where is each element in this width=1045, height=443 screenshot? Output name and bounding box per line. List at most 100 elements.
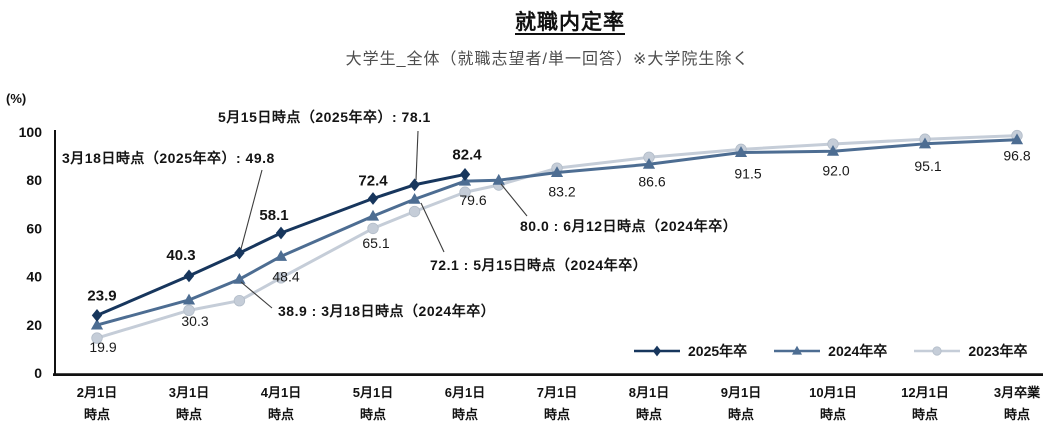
legend-item-2024年卒: 2024年卒 xyxy=(773,341,887,361)
point-label: 40.3 xyxy=(166,247,195,264)
x-tick-label: 10月1日 xyxy=(809,385,857,400)
y-tick-label: 0 xyxy=(34,365,42,381)
point-label: 82.4 xyxy=(452,146,482,163)
marker-triangle-icon xyxy=(90,318,104,330)
x-tick-label: 3月1日 xyxy=(169,385,209,400)
marker-triangle-icon xyxy=(492,173,505,185)
series-line-2025年卒 xyxy=(95,172,467,317)
legend-marker-circle-icon xyxy=(932,346,942,356)
series-line-2024年卒 xyxy=(95,138,1019,327)
x-tick-label: 時点 xyxy=(544,407,570,422)
point-label: 65.1 xyxy=(362,235,389,251)
page-title: 就職内定率 xyxy=(515,11,625,34)
legend: 2025年卒 2024年卒 2023年卒 xyxy=(633,341,1027,361)
legend-label: 2024年卒 xyxy=(828,343,888,359)
point-label: 95.1 xyxy=(914,158,941,174)
marker-diamond-icon xyxy=(91,309,103,322)
legend-marker-triangle-icon xyxy=(792,345,803,355)
marker-triangle-icon xyxy=(734,146,748,157)
chart-subtitle: 大学生_全体（就職志望者/単一回答）※大学院生除く xyxy=(345,51,750,68)
marker-diamond-icon xyxy=(234,246,245,260)
point-label: 83.2 xyxy=(548,183,575,199)
x-tick-label: 7月1日 xyxy=(537,385,577,400)
x-tick-label: 時点 xyxy=(912,407,938,422)
annotation-label: 38.9 : 3月18日時点（2024年卒） xyxy=(278,303,495,319)
x-tick-label: 時点 xyxy=(1004,407,1030,422)
x-tick-label: 2月1日 xyxy=(77,385,117,400)
marker-circle-icon xyxy=(233,295,246,307)
marker-triangle-icon xyxy=(918,137,932,149)
annotation-label: 3月18日時点（2025年卒）: 49.8 xyxy=(62,150,275,166)
annotation-label: 5月15日時点（2025年卒）: 78.1 xyxy=(218,109,431,125)
point-label: 58.1 xyxy=(259,207,288,224)
annotation-connector xyxy=(240,169,263,250)
marker-triangle-icon xyxy=(233,272,246,284)
marker-triangle-icon xyxy=(550,166,564,177)
marker-triangle-icon xyxy=(1010,133,1024,145)
marker-circle-icon xyxy=(459,186,471,198)
legend-marker-diamond-icon xyxy=(652,345,662,357)
marker-triangle-icon xyxy=(366,209,380,221)
x-tick-label: 時点 xyxy=(176,407,202,422)
x-tick-label: 5月1日 xyxy=(353,385,393,400)
y-tick-label: 100 xyxy=(19,124,43,140)
legend-label: 2023年卒 xyxy=(968,343,1028,359)
y-tick-label: 40 xyxy=(26,269,42,285)
y-tick-label: 80 xyxy=(26,172,42,188)
legend-swatch-circle-icon xyxy=(914,346,961,356)
x-tick-label: 6月1日 xyxy=(445,385,485,400)
x-tick-label: 時点 xyxy=(268,407,294,422)
marker-triangle-icon xyxy=(826,144,840,156)
x-tick-label: 3月卒業 xyxy=(994,385,1041,400)
legend-swatch-diamond-icon xyxy=(634,345,680,357)
annotation-label: 80.0 : 6月12日時点（2024年卒） xyxy=(520,218,737,234)
marker-triangle-icon xyxy=(274,250,288,261)
y-tick-label: 60 xyxy=(26,220,42,236)
legend-label: 2025年卒 xyxy=(688,343,748,359)
marker-triangle-icon xyxy=(408,192,421,204)
y-axis-unit-label: (%) xyxy=(6,91,27,106)
x-tick-label: 8月1日 xyxy=(629,385,669,400)
marker-diamond-icon xyxy=(409,178,420,192)
x-tick-label: 時点 xyxy=(820,407,846,422)
x-tick-label: 時点 xyxy=(360,407,386,422)
marker-triangle-icon xyxy=(642,157,656,169)
point-label: 91.5 xyxy=(734,165,761,181)
y-tick-label: 20 xyxy=(26,317,42,333)
point-label: 48.4 xyxy=(272,268,299,284)
marker-diamond-icon xyxy=(183,269,195,283)
annotation-label: 72.1 : 5月15日時点（2024年卒） xyxy=(430,257,647,273)
marker-diamond-icon xyxy=(275,226,287,240)
point-label: 86.6 xyxy=(638,173,665,189)
x-tick-label: 12月1日 xyxy=(901,385,949,400)
point-label: 19.9 xyxy=(89,339,116,355)
marker-diamond-icon xyxy=(459,168,471,181)
x-tick-label: 時点 xyxy=(728,407,754,422)
marker-circle-icon xyxy=(183,304,195,317)
series-line-2023年卒 xyxy=(95,134,1019,340)
marker-triangle-icon xyxy=(182,293,196,305)
x-tick-label: 4月1日 xyxy=(261,385,301,400)
marker-circle-icon xyxy=(408,205,421,218)
marker-circle-icon xyxy=(275,272,287,284)
point-label: 79.6 xyxy=(459,192,486,208)
x-tick-label: 時点 xyxy=(452,407,478,422)
x-tick-label: 9月1日 xyxy=(721,385,761,400)
marker-circle-icon xyxy=(367,222,379,235)
point-label: 23.9 xyxy=(87,287,116,304)
legend-swatch-triangle-icon xyxy=(774,345,821,355)
legend-item-2025年卒: 2025年卒 xyxy=(633,341,747,361)
annotation-connector xyxy=(420,202,445,253)
annotation-connector xyxy=(500,183,528,217)
annotation-connector xyxy=(415,130,419,181)
x-tick-label: 時点 xyxy=(636,407,662,422)
point-label: 30.3 xyxy=(181,313,208,329)
point-label: 96.8 xyxy=(1003,148,1030,164)
x-tick-label: 時点 xyxy=(84,407,110,422)
point-label: 92.0 xyxy=(822,162,849,178)
marker-circle-icon xyxy=(91,332,103,344)
annotation-connector xyxy=(240,281,273,309)
legend-item-2023年卒: 2023年卒 xyxy=(913,341,1027,361)
